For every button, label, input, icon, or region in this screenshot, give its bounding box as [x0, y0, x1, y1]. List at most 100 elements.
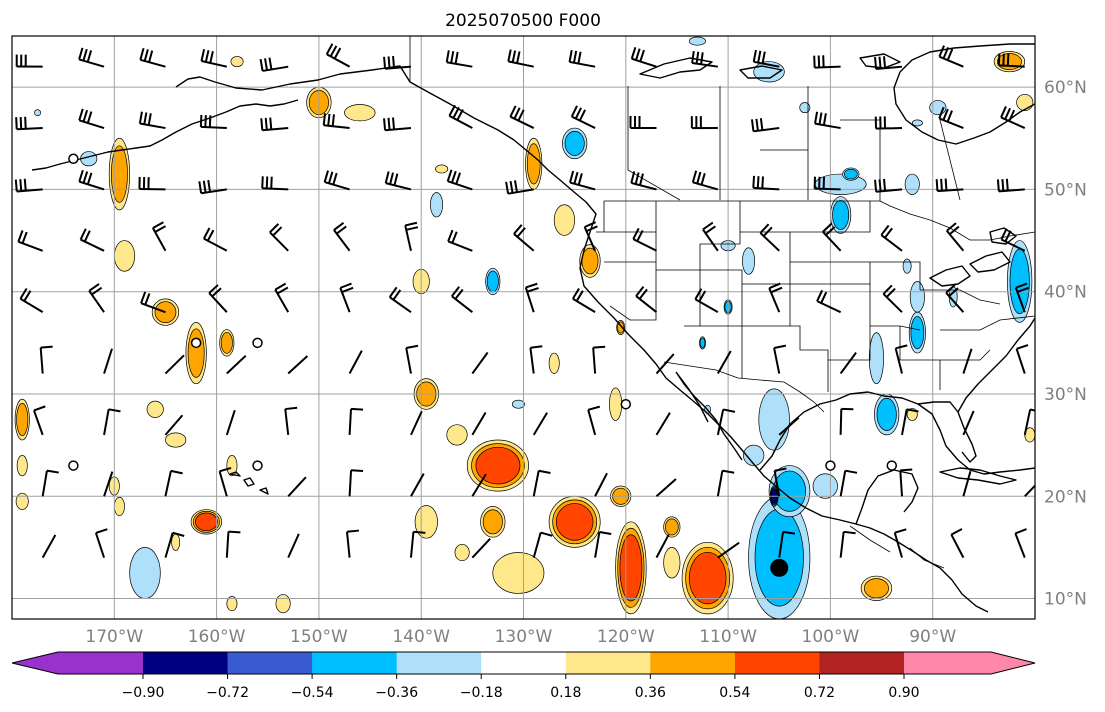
hawaiian-islands: [229, 471, 269, 495]
barb-staff: [339, 287, 351, 313]
barb-feather: [757, 50, 762, 63]
anomaly-contour: [1016, 93, 1034, 112]
barb-feather: [691, 51, 695, 64]
barb-feather: [392, 289, 402, 301]
wind-barb: [583, 221, 598, 252]
barb-staff: [16, 188, 43, 193]
barb-feather: [938, 106, 945, 119]
barb-staff: [717, 541, 740, 559]
wind-barb: [630, 171, 657, 191]
barb-feather: [816, 289, 824, 302]
wind-barb: [946, 222, 965, 252]
barb-staff: [471, 412, 487, 436]
barb-staff: [655, 412, 671, 436]
us-state-borders: [596, 201, 1035, 392]
anomaly-contour: [16, 403, 29, 437]
large-dot-marker: [770, 558, 789, 577]
barb-staff: [1000, 116, 1026, 129]
barb-feather: [584, 221, 597, 228]
wind-barb: [388, 286, 412, 313]
colorbar-tick-label: 0.72: [804, 685, 835, 701]
barb-staff: [287, 355, 309, 375]
barb-feather: [265, 176, 269, 189]
barb-staff: [203, 237, 228, 252]
wind-barb: [15, 54, 43, 68]
wind-barb: [410, 410, 423, 436]
barb-feather: [387, 56, 391, 69]
barb-feather: [878, 179, 882, 192]
barb-feather: [752, 49, 757, 62]
barb-staff: [103, 409, 110, 436]
barb-feather: [574, 107, 582, 120]
colorbar-segments: [12, 652, 1035, 674]
wind-barb: [759, 223, 780, 252]
wind-barb: [287, 476, 307, 497]
wind-barb: [773, 344, 787, 374]
anomaly-contour: [454, 543, 470, 562]
barb-staff: [839, 531, 845, 558]
barb-feather: [517, 109, 525, 122]
calm-wind-marker: [252, 337, 263, 349]
anomaly-contour: [812, 473, 838, 499]
barb-feather: [331, 114, 335, 127]
barb-feather: [384, 171, 390, 184]
colorbar-segment: [819, 652, 905, 674]
barb-feather: [1001, 179, 1005, 192]
barb-feather: [883, 178, 887, 192]
colorbar-tick-label: 0.36: [635, 685, 666, 701]
anomaly-contour-layer: [14, 36, 1035, 619]
barb-feather: [228, 530, 241, 534]
barb-feather: [140, 291, 147, 304]
wind-barb: [532, 531, 553, 558]
anomaly-contour: [34, 109, 41, 117]
wind-barb: [333, 222, 351, 252]
wind-barb: [345, 529, 360, 558]
anomaly-contour: [226, 455, 238, 477]
barb-feather: [507, 49, 512, 62]
barb-feather: [630, 171, 636, 184]
barb-feather: [1029, 408, 1035, 412]
barb-feather: [761, 51, 766, 64]
barb-feather: [635, 48, 641, 61]
latitude-tick-label: 20°N: [1044, 487, 1087, 507]
barb-feather: [704, 225, 716, 234]
wind-barb: [532, 412, 548, 436]
barb-feather: [269, 117, 273, 130]
barb-feather: [455, 172, 461, 185]
barb-feather: [24, 116, 27, 129]
anomaly-contour: [814, 173, 867, 195]
barb-feather: [570, 105, 578, 118]
wind-barb: [839, 469, 858, 497]
barb-staff: [284, 408, 290, 436]
latitude-tick-label: 60°N: [1044, 78, 1087, 98]
wind-barb: [524, 282, 539, 313]
barb-staff: [94, 532, 106, 558]
barb-feather: [573, 171, 579, 185]
barb-feather: [451, 231, 458, 244]
barb-staff: [882, 293, 903, 313]
barb-staff: [532, 532, 542, 558]
barb-staff: [201, 59, 228, 68]
colorbar-tick-label: −0.54: [291, 685, 334, 701]
colorbar-tick-label: −0.18: [460, 685, 503, 701]
barb-feather: [571, 287, 580, 300]
barb-feather: [516, 51, 521, 64]
barb-staff: [323, 124, 350, 130]
wind-barb: [199, 114, 227, 130]
wind-barb: [594, 472, 608, 497]
anomaly-contour: [226, 596, 238, 612]
wind-barb: [139, 47, 166, 68]
barb-feather: [516, 227, 526, 238]
barb-feather: [572, 50, 578, 63]
barb-feather: [774, 467, 787, 472]
barb-feather: [272, 226, 283, 237]
wind-barb: [750, 118, 780, 133]
colorbar-tick-label: 0.18: [550, 685, 581, 701]
barb-staff: [893, 532, 903, 558]
barb-staff: [532, 470, 540, 497]
barb-feather: [388, 286, 398, 298]
barb-feather: [935, 179, 939, 192]
wind-barb: [901, 408, 919, 436]
barb-feather: [154, 225, 167, 233]
barb-feather: [1000, 228, 1008, 240]
